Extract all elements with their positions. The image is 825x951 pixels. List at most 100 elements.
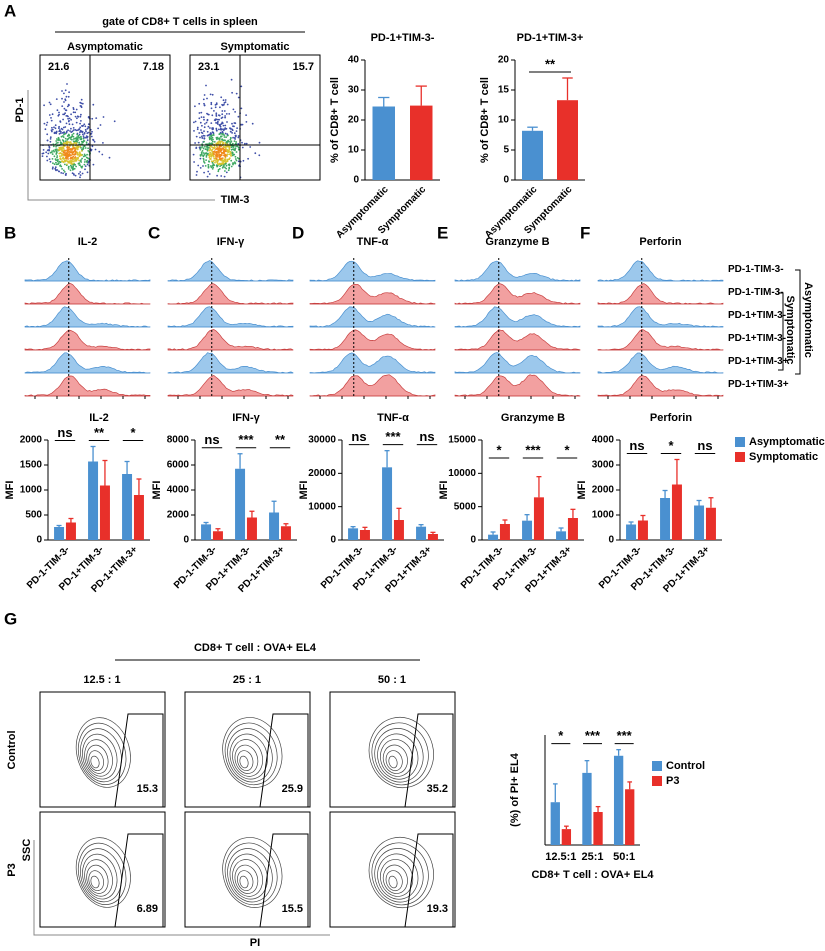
cell-dot (84, 125, 87, 128)
cell-dot (216, 148, 219, 151)
histogram (309, 283, 436, 305)
chart-title: PD-1+TIM-3- (371, 32, 435, 44)
plot-frame (329, 691, 456, 808)
cell-dot (99, 124, 102, 126)
cell-dot (220, 140, 223, 143)
cell-dot (203, 126, 206, 129)
histogram (454, 260, 581, 282)
cell-dot (226, 134, 229, 137)
cell-dot (60, 142, 63, 144)
cell-dot (80, 120, 82, 122)
cell-dot (221, 110, 224, 112)
cell-dot (209, 165, 212, 167)
cell-dot (76, 133, 79, 136)
cell-dot (81, 125, 83, 127)
cell-dot (69, 145, 71, 147)
cell-dot (86, 153, 88, 156)
cell-dot (92, 139, 95, 142)
cell-dot (201, 124, 203, 127)
cell-dot (57, 138, 60, 141)
cell-dot (59, 157, 61, 160)
cell-dot (204, 152, 207, 155)
contour (374, 728, 424, 783)
legend-label: Asymptomatic (749, 436, 825, 448)
significance: ** (275, 432, 286, 447)
cell-dot (230, 165, 233, 168)
cell-dot (67, 129, 69, 132)
group-label: Asymptomatic (802, 282, 814, 358)
cell-dot (63, 92, 65, 95)
cell-dot (64, 98, 67, 101)
cell-dot (58, 127, 60, 130)
cell-dot (80, 159, 82, 161)
histogram-title: Perforin (639, 236, 681, 248)
cell-dot (216, 136, 219, 139)
cell-dot (226, 121, 228, 123)
significance: * (564, 442, 570, 457)
contour (388, 875, 398, 889)
cell-dot (235, 151, 238, 153)
contour (368, 716, 434, 789)
cell-dot (51, 158, 54, 160)
cell-dot (79, 153, 82, 156)
cell-dot (66, 138, 69, 141)
cell-dot (235, 159, 238, 162)
cell-dot (209, 145, 212, 148)
cell-dot (218, 137, 221, 140)
cell-dot (222, 124, 225, 127)
cell-dot (201, 132, 204, 135)
cell-dot (76, 157, 78, 159)
cell-dot (46, 121, 49, 124)
histogram (454, 374, 581, 397)
contour (90, 755, 100, 769)
cell-dot (206, 146, 209, 149)
cell-dot (225, 162, 227, 165)
cell-dot (41, 152, 44, 155)
cell-dot (203, 104, 206, 107)
cell-dot (227, 169, 230, 172)
y-axis-label: MFI (298, 481, 310, 500)
y-tick-label: 4000 (167, 485, 190, 496)
cell-dot (51, 130, 53, 133)
cell-dot (63, 151, 65, 154)
cell-dot (210, 166, 213, 169)
cell-dot (193, 121, 195, 124)
cell-dot (204, 145, 206, 148)
row-label: Control (6, 730, 18, 769)
cell-dot (209, 127, 211, 129)
cell-dot (63, 171, 66, 173)
cell-dot (61, 105, 64, 107)
cell-dot (224, 101, 227, 103)
cell-dot (211, 136, 214, 139)
cell-dot (59, 155, 61, 158)
cell-dot (218, 162, 221, 165)
significance: ns (57, 425, 72, 440)
histogram (24, 283, 151, 305)
significance: * (496, 442, 502, 457)
cell-dot (69, 154, 71, 157)
histogram (24, 352, 151, 374)
cell-dot (209, 142, 211, 145)
gate-value: 19.3 (427, 903, 448, 915)
bar (522, 130, 543, 180)
bar (212, 531, 223, 540)
cell-dot (240, 85, 243, 88)
histogram (597, 306, 724, 328)
cell-dot (223, 103, 225, 106)
cell-dot (218, 118, 221, 121)
cell-dot (65, 149, 68, 152)
cell-dot (228, 167, 231, 170)
cell-dot (237, 135, 240, 137)
cell-dot (194, 120, 197, 123)
cell-dot (78, 155, 81, 158)
cell-dot (86, 132, 89, 135)
y-tick-label: 20000 (308, 468, 336, 479)
significance: ns (697, 438, 712, 453)
cell-dot (209, 148, 212, 151)
cell-dot (83, 155, 86, 157)
y-axis-label: MFI (576, 481, 588, 500)
histogram (309, 306, 436, 328)
y-axis-label: PD-1 (14, 97, 26, 122)
cell-dot (232, 136, 235, 139)
